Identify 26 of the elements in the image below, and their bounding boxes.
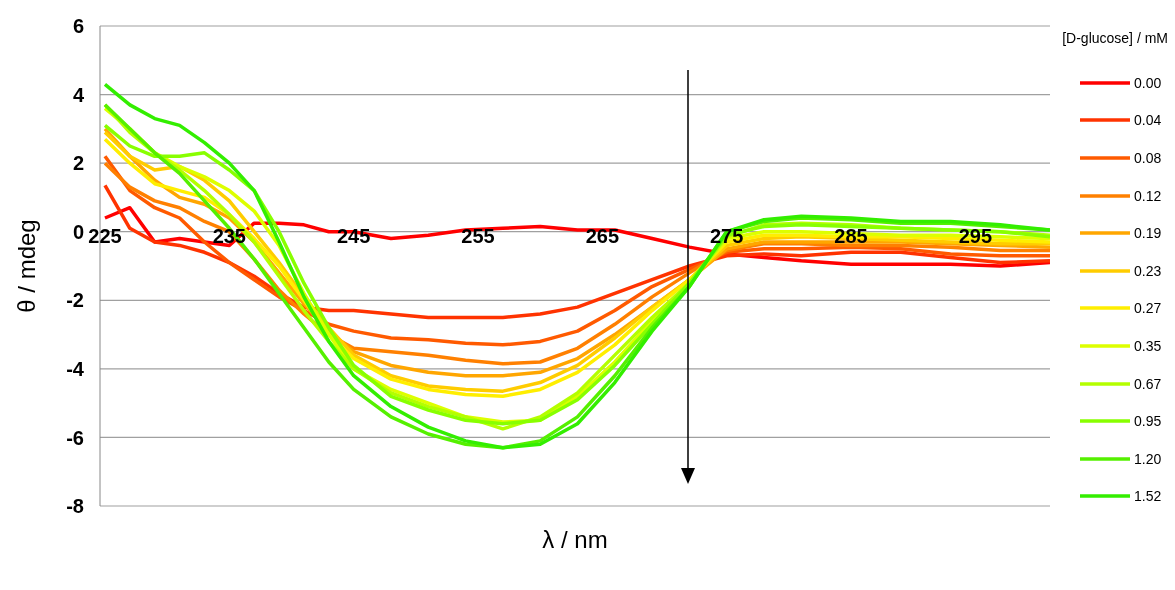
x-tick-label: 225: [88, 224, 122, 247]
legend-label: 0.35: [1134, 337, 1163, 354]
legend-label: 0.95: [1134, 413, 1163, 430]
x-axis-title: λ / nm: [542, 526, 608, 553]
y-tick-label: 4: [72, 83, 85, 106]
y-tick-label: 2: [72, 152, 84, 175]
legend-label: 0.23: [1134, 262, 1163, 279]
legend-label: 0.27: [1134, 300, 1163, 317]
legend-label: 0.00: [1134, 74, 1163, 91]
legend-label: 0.67: [1134, 375, 1163, 392]
y-tick-label: -8: [66, 495, 84, 518]
x-tick-label: 255: [461, 224, 495, 247]
y-axis-title: θ / mdeg: [12, 219, 40, 313]
y-tick-label: -2: [66, 289, 84, 312]
x-tick-label: 285: [834, 224, 868, 247]
y-tick-label: 0: [72, 220, 84, 243]
legend-label: 0.12: [1134, 187, 1163, 204]
y-tick-label: -6: [66, 426, 84, 449]
legend-label: 1.52: [1134, 488, 1163, 505]
legend-label: 1.20: [1134, 450, 1163, 467]
legend-label: 0.04: [1134, 112, 1163, 129]
y-tick-label: 6: [72, 15, 84, 38]
legend-label: 0.19: [1134, 225, 1163, 242]
y-tick-label: -4: [66, 357, 85, 380]
legend-title: [D-glucose] / mM: [1061, 30, 1168, 46]
legend-label: 0.08: [1134, 149, 1163, 166]
